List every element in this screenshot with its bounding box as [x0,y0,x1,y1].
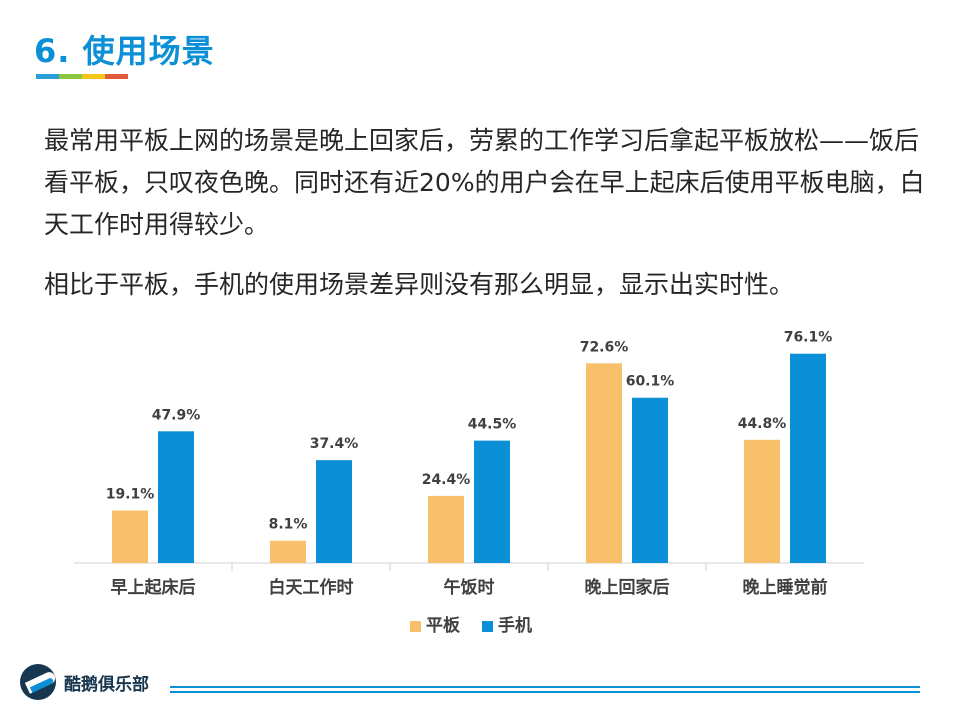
x-tick-label: 晚上回家后 [585,577,670,598]
logo: 酷鹅俱乐部 [20,664,149,700]
bar-tablet [744,439,780,563]
legend-label: 平板 [426,615,461,636]
underline-segment-1 [36,74,59,79]
x-tick-label: 白天工作时 [269,577,354,598]
bar-tablet [270,540,306,563]
bar-phone [316,460,352,563]
logo-text: 酷鹅俱乐部 [64,674,149,695]
footer-line-bottom [170,691,920,693]
legend-swatch [482,621,493,632]
legend-swatch [410,621,421,632]
footer-line-top [170,686,920,688]
legend-label: 手机 [498,615,532,636]
data-label: 24.4% [422,472,471,488]
underline-segment-4 [105,74,128,79]
bar-tablet [112,510,148,563]
bar-phone [474,440,510,563]
data-label: 47.9% [152,407,201,423]
penguin-logo-icon [20,664,56,700]
bar-tablet [586,363,622,563]
bar-phone [790,353,826,563]
x-tick-label: 早上起床后 [111,577,196,598]
data-label: 44.5% [468,417,517,433]
data-label: 44.8% [738,416,787,432]
bar-tablet [428,495,464,563]
data-label: 60.1% [626,374,675,390]
paragraph-2: 相比于平板，手机的使用场景差异则没有那么明显，显示出实时性。 [44,270,795,299]
x-tick-label: 午饭时 [444,577,495,598]
data-label: 37.4% [310,436,359,452]
underline-segment-2 [59,74,82,79]
paragraph-1: 最常用平板上网的场景是晚上回家后，劳累的工作学习后拿起平板放松——饭后看平板，只… [44,126,925,239]
underline-segment-3 [82,74,105,79]
x-tick-label: 晚上睡觉前 [743,577,828,598]
data-label: 19.1% [106,486,155,502]
slide-title: 6. 使用场景 [34,32,215,70]
data-label: 8.1% [269,517,308,533]
bar-phone [632,397,668,563]
data-label: 76.1% [784,330,833,346]
title-underline [36,74,128,79]
bar-phone [158,431,194,563]
bar-chart: 19.1% 47.9% 早上起床后 8.1% 37.4% 白天工作时 24.4% 44.5% 午… [74,330,864,636]
data-label: 72.6% [580,339,629,355]
